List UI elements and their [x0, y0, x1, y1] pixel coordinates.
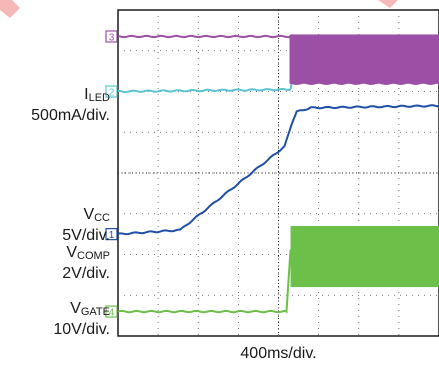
trace-led — [117, 248, 439, 314]
marker-led: 4 — [105, 305, 118, 319]
envelope-led — [290, 225, 439, 288]
envelope-gate — [290, 34, 439, 84]
label-iled: ILED 500mA/div. — [31, 86, 110, 124]
scale-iled: 500mA/div. — [31, 107, 110, 124]
marker-label-comp: 2 — [109, 88, 115, 99]
trace-gate — [117, 33, 439, 86]
label-vcc: VCC 5V/div. — [62, 206, 110, 244]
scale-vcomp: 2V/div. — [62, 265, 110, 282]
marker-box-led — [105, 305, 118, 318]
marker-box-gate — [105, 30, 118, 43]
traces — [117, 33, 439, 314]
channel-markers: 4 1 2 3 — [105, 30, 118, 319]
marker-cc: 1 — [105, 228, 118, 241]
corner-mark-left — [0, 0, 20, 18]
label-vcomp: VCOMP 2V/div. — [62, 244, 110, 282]
marker-comp: 2 — [105, 85, 118, 99]
corner-mark-right — [378, 0, 398, 8]
marker-label-cc: 1 — [109, 230, 115, 241]
marker-gate: 3 — [105, 30, 118, 43]
x-axis-label: 400ms/div. — [240, 345, 317, 362]
marker-label-gate: 3 — [109, 32, 115, 43]
marker-label-led: 4 — [109, 308, 115, 319]
trace-cc — [117, 104, 439, 236]
scale-vcc: 5V/div. — [62, 227, 110, 244]
label-vgate: VGATE 10V/div. — [53, 300, 110, 338]
marker-box-comp — [105, 85, 118, 98]
marker-box-cc — [105, 228, 118, 241]
scale-vgate: 10V/div. — [53, 321, 110, 338]
